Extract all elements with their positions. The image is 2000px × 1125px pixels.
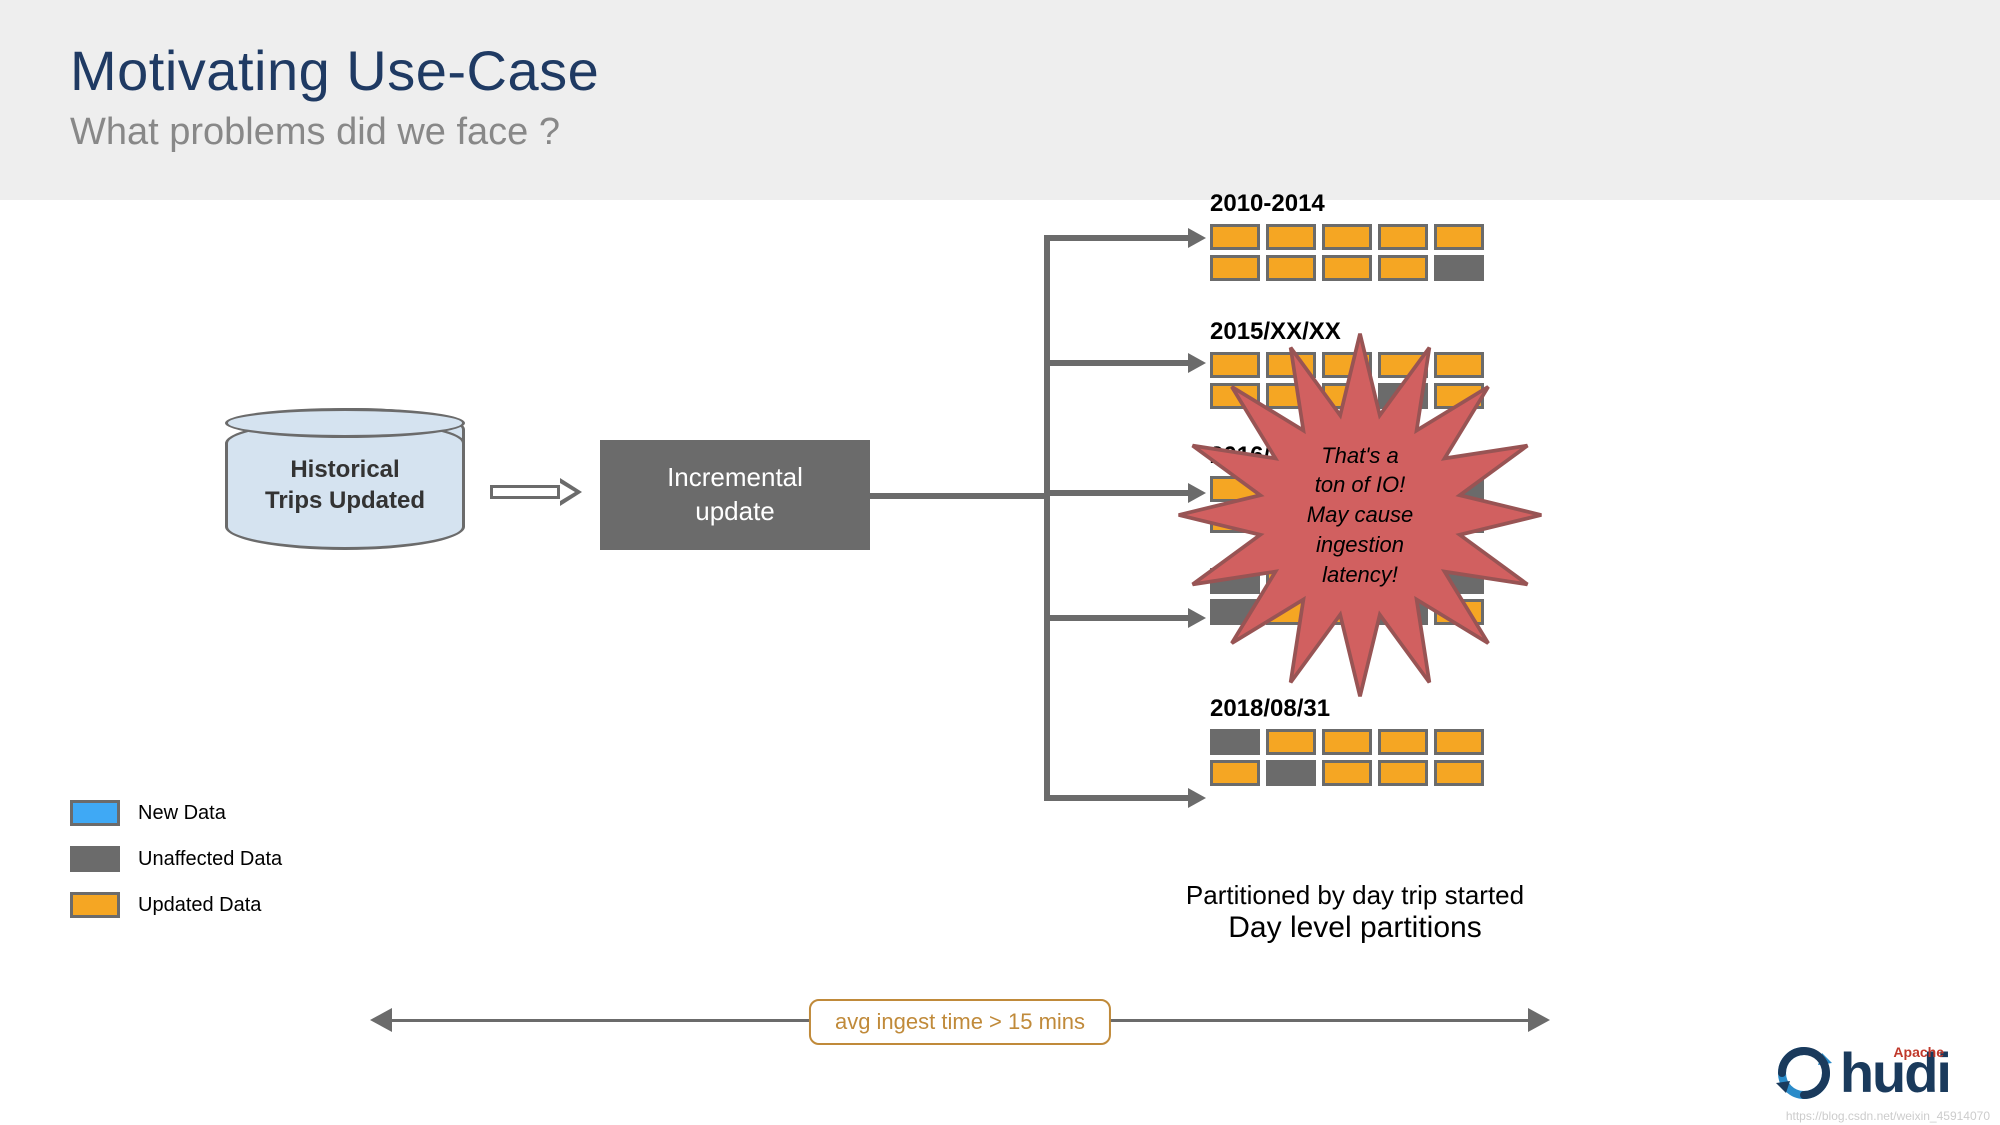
branch-line	[1044, 615, 1194, 621]
data-block	[1378, 760, 1428, 786]
arrow-stem	[490, 485, 560, 499]
db-lid	[225, 408, 465, 438]
branch-trunk	[870, 493, 1050, 499]
data-block	[1322, 255, 1372, 281]
branch-line	[1044, 235, 1194, 241]
incremental-label: Incremental update	[667, 461, 803, 529]
data-block	[1322, 729, 1372, 755]
data-block	[1210, 760, 1260, 786]
branch-line	[1044, 795, 1194, 801]
data-block	[1266, 760, 1316, 786]
slide-header: Motivating Use-Case What problems did we…	[0, 0, 2000, 200]
diagram-canvas: Historical Trips Updated Incremental upd…	[0, 200, 2000, 1125]
hudi-logo-icon	[1774, 1043, 1834, 1103]
data-block	[1266, 255, 1316, 281]
arrow-head-icon	[560, 478, 582, 506]
watermark: https://blog.csdn.net/weixin_45914070	[1786, 1109, 1990, 1123]
partition-group: 2018/08/31	[1210, 695, 1484, 786]
database-cylinder: Historical Trips Updated	[225, 420, 465, 550]
ingest-time-arrow: avg ingest time > 15 mins	[370, 995, 1550, 1045]
legend-row: Updated Data	[70, 892, 282, 918]
data-block	[1434, 729, 1484, 755]
arrow-db-to-incremental	[490, 478, 582, 506]
slide-title: Motivating Use-Case	[70, 38, 1930, 103]
partition-group: 2010-2014	[1210, 190, 1484, 281]
arrow-right-head-icon	[1528, 1008, 1550, 1032]
partition-grid	[1210, 729, 1484, 786]
data-block	[1434, 760, 1484, 786]
legend-row: Unaffected Data	[70, 846, 282, 872]
branch-vertical	[1044, 235, 1050, 800]
data-block	[1378, 224, 1428, 250]
partition-grid	[1210, 224, 1484, 281]
legend-swatch	[70, 800, 120, 826]
legend-swatch	[70, 846, 120, 872]
data-block	[1210, 729, 1260, 755]
data-block	[1266, 729, 1316, 755]
logo-apache: Apache	[1893, 1044, 1944, 1060]
data-block	[1434, 224, 1484, 250]
branch-connectors	[870, 200, 1210, 900]
data-block	[1210, 255, 1260, 281]
partition-caption-line2: Day level partitions	[1140, 911, 1570, 945]
legend-label: New Data	[138, 802, 226, 825]
hudi-logo: hudi Apache	[1774, 1040, 1950, 1105]
partition-row	[1210, 255, 1484, 281]
data-block	[1322, 760, 1372, 786]
branch-line	[1044, 490, 1194, 496]
partition-row	[1210, 729, 1484, 755]
partition-row	[1210, 224, 1484, 250]
db-body: Historical Trips Updated	[225, 420, 465, 550]
data-block	[1322, 224, 1372, 250]
legend: New Data Unaffected Data Updated Data	[70, 800, 282, 938]
legend-swatch	[70, 892, 120, 918]
data-block	[1210, 224, 1260, 250]
incremental-update-box: Incremental update	[600, 440, 870, 550]
data-block	[1266, 224, 1316, 250]
db-label: Historical Trips Updated	[265, 454, 425, 516]
slide-subtitle: What problems did we face ?	[70, 111, 1930, 154]
starburst-callout: That's a ton of IO! May cause ingestion …	[1175, 330, 1545, 700]
arrow-left-head-icon	[370, 1008, 392, 1032]
ingest-time-label: avg ingest time > 15 mins	[809, 999, 1111, 1045]
data-block	[1434, 255, 1484, 281]
data-block	[1378, 729, 1428, 755]
legend-label: Updated Data	[138, 894, 261, 917]
partition-row	[1210, 760, 1484, 786]
branch-arrow-head-icon	[1188, 788, 1206, 808]
data-block	[1378, 255, 1428, 281]
legend-row: New Data	[70, 800, 282, 826]
legend-label: Unaffected Data	[138, 848, 282, 871]
branch-line	[1044, 360, 1194, 366]
starburst-text: That's a ton of IO! May cause ingestion …	[1307, 441, 1413, 589]
partition-label: 2010-2014	[1210, 190, 1484, 218]
branch-arrow-head-icon	[1188, 228, 1206, 248]
